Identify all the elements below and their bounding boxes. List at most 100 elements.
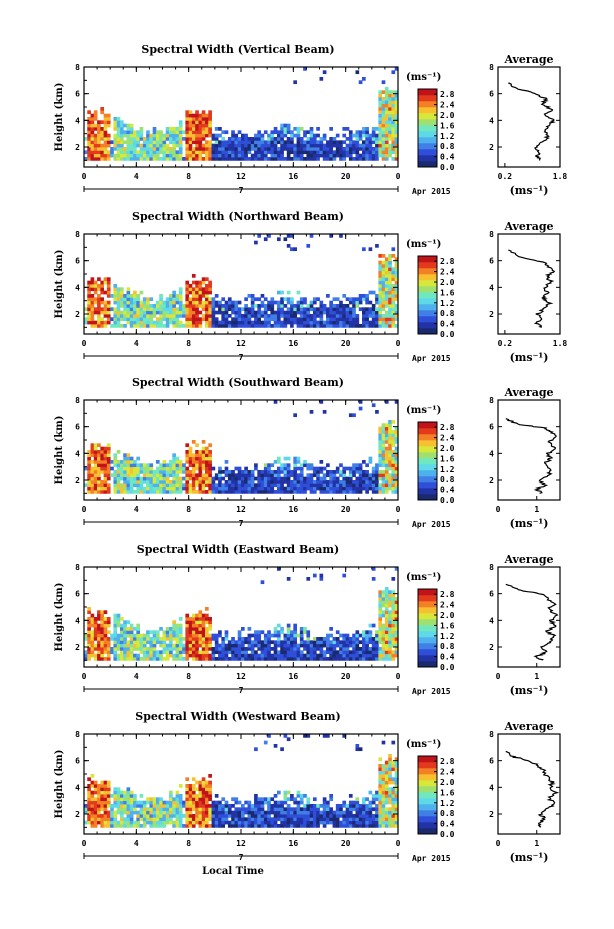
heatmap-cell: [159, 643, 163, 648]
heatmap-cell: [270, 824, 275, 828]
heatmap-cell: [375, 410, 379, 414]
heatmap-cell: [273, 137, 278, 141]
heatmap-cell: [355, 480, 360, 484]
heatmap-cell: [384, 453, 389, 458]
heatmap-cell: [198, 130, 203, 135]
heatmap-cell: [191, 800, 196, 805]
heatmap-cell: [319, 577, 324, 581]
heatmap-cell: [362, 307, 366, 312]
heatmap-cell: [241, 480, 245, 484]
heatmap-cell: [263, 150, 268, 155]
heatmap-cell: [306, 463, 311, 468]
heatmap-cell: [348, 637, 353, 641]
heatmap-cell: [322, 650, 327, 655]
heatmap-cell: [146, 633, 150, 638]
heatmap-cell: [87, 287, 91, 292]
heatmap-cell: [103, 610, 108, 615]
heatmap: [84, 67, 399, 161]
heatmap-cell: [126, 627, 131, 631]
heatmap-cell: [263, 490, 268, 494]
heatmap-cell: [319, 573, 324, 578]
heatmap-cell: [191, 290, 196, 295]
heatmap-cell: [273, 483, 278, 488]
heatmap-cell: [195, 800, 199, 805]
heatmap-cell: [119, 476, 124, 481]
heatmap-cell: [198, 640, 203, 645]
heatmap-cell: [339, 150, 343, 155]
heatmap-cell: [218, 647, 222, 651]
heatmap-cell: [155, 650, 160, 655]
heatmap-cell: [224, 324, 229, 328]
heatmap-cell: [316, 297, 320, 302]
heatmap-cell: [201, 277, 206, 282]
heatmap-cell: [116, 800, 121, 805]
heatmap-cell: [290, 324, 294, 328]
heatmap-cell: [175, 640, 180, 645]
heatmap-cell: [342, 320, 347, 325]
heatmap-cell: [378, 264, 383, 268]
heatmap-cell: [123, 627, 127, 631]
heatmap-cell: [93, 133, 98, 138]
heatmap-cell: [201, 613, 206, 618]
heatmap-cell: [280, 290, 284, 295]
y-axis-label: Height (km): [54, 83, 65, 152]
heatmap-cell: [159, 650, 163, 655]
heatmap-cell: [384, 623, 389, 628]
heatmap-cell: [371, 490, 376, 494]
heatmap-cell: [391, 440, 396, 444]
heatmap-cell: [224, 153, 229, 158]
heatmap-cell: [139, 137, 144, 141]
heatmap-cell: [241, 153, 245, 158]
heatmap-cell: [90, 297, 95, 302]
heatmap-cell: [378, 476, 383, 481]
heatmap-cell: [299, 637, 304, 641]
heatmap-cell: [198, 143, 203, 148]
heatmap-cell: [178, 470, 183, 474]
heatmap-cell: [345, 127, 350, 131]
heatmap-cell: [306, 147, 311, 151]
heatmap-cell: [188, 297, 193, 302]
heatmap-cell: [391, 470, 396, 474]
heatmap-cell: [146, 310, 150, 315]
date-tick-label: 7: [239, 686, 244, 695]
heatmap-cell: [375, 143, 379, 148]
heatmap-cell: [388, 127, 392, 131]
heatmap-cell: [87, 463, 91, 468]
heatmap-cell: [257, 147, 262, 151]
heatmap-cell: [244, 304, 248, 308]
heatmap-cell: [326, 150, 330, 155]
heatmap-cell: [254, 747, 258, 752]
heatmap-cell: [247, 820, 252, 825]
heatmap-cell: [97, 794, 101, 798]
heatmap-cell: [113, 627, 118, 631]
heatmap-cell: [335, 640, 340, 645]
heatmap-cell: [136, 463, 140, 468]
heatmap-cell: [391, 157, 396, 161]
heatmap-cell: [378, 90, 383, 95]
heatmap-cell: [188, 800, 193, 805]
heatmap-cell: [201, 137, 206, 141]
heatmap-cell: [339, 157, 343, 161]
heatmap-cell: [87, 453, 91, 458]
heatmap-cell: [178, 647, 183, 651]
heatmap-cell: [201, 287, 206, 292]
heatmap-cell: [267, 810, 271, 815]
heatmap-cell: [136, 480, 140, 484]
heatmap-cell: [290, 247, 294, 252]
heatmap-cell: [263, 324, 268, 328]
heatmap-cell: [165, 630, 170, 635]
heatmap-cell: [394, 127, 399, 131]
heatmap-cell: [175, 623, 180, 628]
heatmap-cell: [175, 804, 180, 808]
heatmap-cell: [178, 814, 183, 818]
heatmap-cell: [175, 817, 180, 822]
heatmap-cell: [384, 257, 389, 262]
heatmap-cell: [345, 143, 350, 148]
heatmap-cell: [90, 483, 95, 488]
heatmap-cell: [155, 147, 160, 151]
heatmap-cell: [375, 297, 379, 302]
heatmap-cell: [342, 157, 347, 161]
heatmap-cell: [371, 403, 376, 408]
heatmap-cell: [276, 456, 281, 461]
